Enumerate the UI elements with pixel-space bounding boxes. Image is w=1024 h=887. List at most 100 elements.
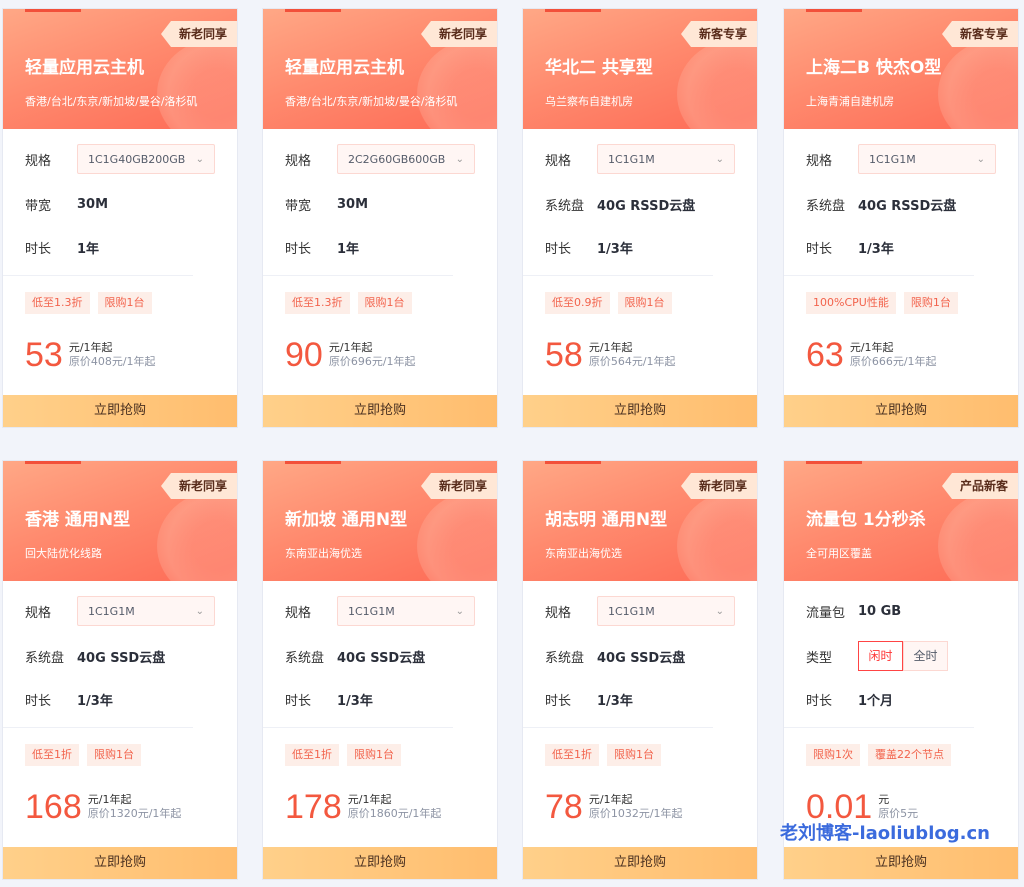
chevron-down-icon: ⌄	[715, 605, 724, 617]
spec-row: 规格 1C1G40GB200GB ⌄	[25, 144, 215, 174]
promo-tag: 限购1台	[617, 292, 672, 314]
badge: 新客专享	[680, 21, 757, 47]
promo-tag: 限购1台	[97, 292, 152, 314]
tags: 低至1.3折 限购1台	[285, 292, 412, 314]
card-title: 新加坡 通用N型	[285, 510, 408, 530]
card-title: 轻量应用云主机	[25, 58, 144, 78]
product-card: 产品新客 流量包 1分秒杀 全可用区覆盖 流量包 10 GB 类型 闲时 全时 时长 1个月…	[783, 460, 1019, 880]
card-title: 上海二B 快杰O型	[806, 58, 942, 78]
chevron-down-icon: ⌄	[455, 605, 464, 617]
chevron-down-icon: ⌄	[715, 153, 724, 165]
badge: 新老同享	[160, 21, 237, 47]
spec-value: 1C1G40GB200GB	[88, 152, 186, 166]
price: 78 元/1年起 原价1032元/1年起	[545, 787, 683, 827]
price: 0.01 元原价5元	[806, 787, 918, 827]
row-label: 时长	[285, 693, 312, 709]
decor-image	[417, 491, 497, 581]
row-value: 1/3年	[597, 241, 633, 257]
accent-bar	[285, 461, 341, 464]
price-unit: 元/1年起	[347, 793, 392, 806]
decor-image	[417, 39, 497, 129]
price-value: 53	[25, 336, 63, 374]
spec-select[interactable]: 1C1G1M ⌄	[337, 596, 475, 626]
promo-tag: 覆盖22个节点	[868, 744, 951, 766]
buy-button[interactable]: 立即抢购	[263, 847, 497, 879]
decor-image	[157, 491, 237, 581]
row-value: 40G RSSD云盘	[858, 198, 957, 214]
spec-row: 流量包 10 GB	[806, 596, 901, 626]
promo-tag: 限购1次	[806, 744, 860, 766]
badge: 新客专享	[941, 21, 1018, 47]
row-label: 带宽	[285, 198, 312, 214]
card-subtitle: 东南亚出海优选	[545, 547, 622, 560]
row-label: 时长	[25, 241, 52, 257]
price: 63 元/1年起 原价666元/1年起	[806, 335, 937, 375]
buy-button[interactable]: 立即抢购	[263, 395, 497, 427]
price-value: 0.01	[806, 788, 873, 826]
price-info: 元/1年起 原价666元/1年起	[850, 341, 937, 369]
row-label: 时长	[806, 241, 833, 257]
buy-button[interactable]: 立即抢购	[523, 847, 757, 879]
row-value: 30M	[77, 196, 109, 212]
card-subtitle: 东南亚出海优选	[285, 547, 362, 560]
product-card: 新客专享 上海二B 快杰O型 上海青浦自建机房 规格 1C1G1M ⌄ 系统盘 40G …	[783, 8, 1019, 428]
product-card: 新客专享 华北二 共享型 乌兰察布自建机房 规格 1C1G1M ⌄ 系统盘 40G RS…	[522, 8, 758, 428]
spec-select[interactable]: 1C1G1M ⌄	[858, 144, 996, 174]
type-option[interactable]: 全时	[903, 641, 948, 671]
spec-select[interactable]: 1C1G1M ⌄	[77, 596, 215, 626]
product-card: 新老同享 胡志明 通用N型 东南亚出海优选 规格 1C1G1M ⌄ 系统盘 40G SS…	[522, 460, 758, 880]
row-label: 时长	[25, 693, 52, 709]
spec-row: 带宽 30M	[25, 189, 108, 219]
row-label: 时长	[545, 693, 572, 709]
row-label: 时长	[285, 241, 312, 257]
accent-bar	[25, 9, 81, 12]
type-option[interactable]: 闲时	[858, 641, 903, 671]
chevron-down-icon: ⌄	[455, 153, 464, 165]
price: 168 元/1年起 原价1320元/1年起	[25, 787, 181, 827]
price-info: 元/1年起 原价696元/1年起	[329, 341, 416, 369]
spec-select[interactable]: 2C2G60GB600GB ⌄	[337, 144, 475, 174]
promo-tag: 低至1折	[285, 744, 339, 766]
original-price: 原价1032元/1年起	[588, 807, 683, 820]
price: 53 元/1年起 原价408元/1年起	[25, 335, 156, 375]
spec-value: 1C1G1M	[608, 604, 655, 618]
tags: 低至1折 限购1台	[545, 744, 661, 766]
spec-value: 1C1G1M	[348, 604, 395, 618]
divider	[3, 727, 193, 728]
decor-image	[938, 491, 1018, 581]
row-value: 40G SSD云盘	[597, 650, 686, 666]
buy-button[interactable]: 立即抢购	[3, 847, 237, 879]
spec-select[interactable]: 1C1G40GB200GB ⌄	[77, 144, 215, 174]
price-info: 元原价5元	[878, 793, 918, 821]
row-label: 时长	[806, 693, 833, 709]
row-value: 40G SSD云盘	[337, 650, 426, 666]
spec-row: 时长 1个月	[806, 684, 893, 714]
original-price: 原价1860元/1年起	[347, 807, 442, 820]
tags: 低至1折 限购1台	[25, 744, 141, 766]
buy-button[interactable]: 立即抢购	[784, 395, 1018, 427]
buy-button[interactable]: 立即抢购	[523, 395, 757, 427]
card-subtitle: 香港/台北/东京/新加坡/曼谷/洛杉矶	[25, 95, 198, 108]
divider	[523, 275, 713, 276]
badge: 产品新客	[941, 473, 1018, 499]
row-value: 1/3年	[77, 693, 113, 709]
badge: 新老同享	[160, 473, 237, 499]
spec-row: 规格 1C1G1M ⌄	[25, 596, 215, 626]
spec-select[interactable]: 1C1G1M ⌄	[597, 144, 735, 174]
card-subtitle: 上海青浦自建机房	[806, 95, 894, 108]
spec-row: 规格 1C1G1M ⌄	[545, 596, 735, 626]
card-header: 新客专享 上海二B 快杰O型 上海青浦自建机房	[784, 9, 1018, 129]
promo-tag: 低至1.3折	[25, 292, 90, 314]
spec-row: 系统盘 40G SSD云盘	[25, 641, 165, 671]
price-value: 178	[285, 788, 342, 826]
spec-row: 时长 1年	[285, 232, 359, 262]
buy-button[interactable]: 立即抢购	[784, 847, 1018, 879]
tags: 100%CPU性能 限购1台	[806, 292, 958, 314]
price-value: 63	[806, 336, 844, 374]
spec-row: 规格 1C1G1M ⌄	[545, 144, 735, 174]
spec-select[interactable]: 1C1G1M ⌄	[597, 596, 735, 626]
divider	[784, 275, 974, 276]
price-info: 元/1年起 原价564元/1年起	[589, 341, 676, 369]
buy-button[interactable]: 立即抢购	[3, 395, 237, 427]
row-label: 时长	[545, 241, 572, 257]
